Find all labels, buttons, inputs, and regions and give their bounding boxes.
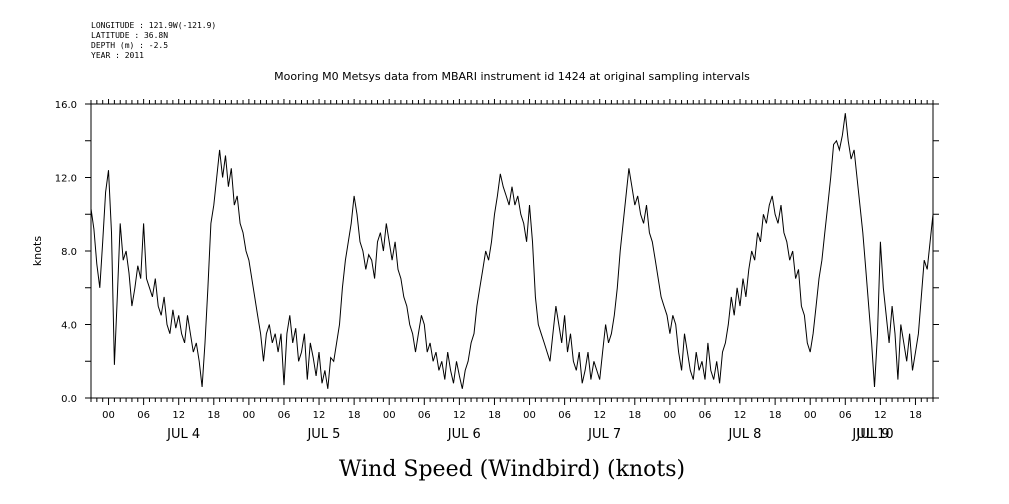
- x-day-label: JUL 6: [447, 427, 481, 442]
- x-day-label: JUL 5: [306, 427, 340, 442]
- x-tick-label: 00: [243, 410, 256, 421]
- x-tick-label: 00: [804, 410, 817, 421]
- mooring-metadata: LONGITUDE : 121.9W(-121.9) LATITUDE : 36…: [91, 21, 216, 61]
- y-tick-label: 12.0: [55, 174, 77, 185]
- longitude-text: LONGITUDE : 121.9W(-121.9): [91, 21, 217, 30]
- x-tick-label: 12: [313, 410, 326, 421]
- x-tick-label: 06: [278, 410, 291, 421]
- x-tick-label: 18: [769, 410, 782, 421]
- x-tick-label: 00: [523, 410, 536, 421]
- y-tick-label: 0.0: [61, 394, 77, 405]
- y-axis-label: knots: [31, 236, 44, 266]
- x-axis-hour-labels: 00 06 12 18 00 06 12 18 00 06 12 18 00 06 12 18 00 06 12 18…: [102, 410, 922, 421]
- plot-frame: [90, 103, 934, 399]
- x-axis-ticks: [90, 99, 934, 405]
- x-day-label: JUL 4: [166, 427, 200, 442]
- x-tick-label: 00: [664, 410, 677, 421]
- y-axis-ticks: 0.0 4.0 8.0 12.0 16.0: [55, 100, 939, 405]
- x-tick-label: 00: [383, 410, 396, 421]
- x-day-label: JUL 10: [851, 427, 893, 442]
- chart-title: Mooring M0 Metsys data from MBARI instru…: [274, 70, 750, 83]
- year-text: YEAR : 2011: [91, 51, 144, 60]
- x-tick-label: 00: [102, 410, 115, 421]
- x-tick-label: 12: [734, 410, 747, 421]
- x-tick-label: 12: [453, 410, 466, 421]
- x-tick-label: 18: [348, 410, 361, 421]
- y-tick-label: 16.0: [55, 100, 77, 111]
- depth-text: DEPTH (m) : -2.5: [91, 41, 169, 50]
- x-tick-label: 06: [699, 410, 712, 421]
- latitude-text: LATITUDE : 36.8N: [91, 31, 169, 40]
- x-tick-label: 06: [418, 410, 431, 421]
- y-tick-label: 8.0: [61, 247, 77, 258]
- y-tick-label: 4.0: [61, 321, 77, 332]
- x-tick-label: 12: [593, 410, 606, 421]
- x-tick-label: 18: [207, 410, 220, 421]
- x-tick-label: 18: [488, 410, 501, 421]
- series-line-wind-speed: [90, 113, 934, 389]
- x-day-label: JUL 8: [727, 427, 761, 442]
- x-tick-label: 06: [839, 410, 852, 421]
- x-day-label: JUL 7: [587, 427, 621, 442]
- x-tick-label: 12: [172, 410, 185, 421]
- x-tick-label: 12: [874, 410, 887, 421]
- x-day-label: JUL 9: [856, 427, 890, 442]
- x-tick-label: 06: [558, 410, 571, 421]
- x-tick-label: 18: [628, 410, 641, 421]
- x-tick-label: 06: [137, 410, 150, 421]
- x-tick-label: 18: [909, 410, 922, 421]
- x-axis-label: Wind Speed (Windbird) (knots): [339, 457, 685, 482]
